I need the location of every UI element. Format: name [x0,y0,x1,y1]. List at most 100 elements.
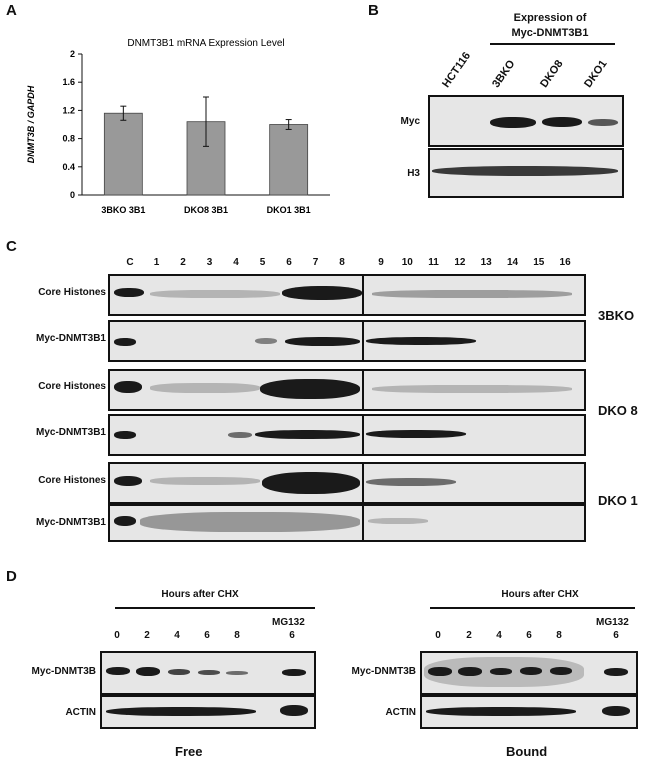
panel-d-free-header: Hours after CHX [161,589,239,600]
panel-c-lane-1: 1 [153,257,160,268]
band [114,431,136,439]
smear [150,477,260,485]
panel-c-lane-7: 7 [312,257,319,268]
panel-d-bound-time-4: 4 [496,630,502,641]
panel-d-free-row-actin: ACTIN [65,707,96,718]
x-tick-label: 3BKO 3B1 [101,205,145,215]
panel-b-lane-hct116: HCT116 [440,50,474,90]
panel-d-free-row-myc: Myc-DNMT3B [31,666,96,677]
panel-c-lane-3: 3 [206,257,213,268]
panel-c-row-core-histones-dko1: Core Histones [38,475,106,486]
panel-a-letter: A [6,2,17,19]
y-tick-label: 0.4 [62,162,75,172]
band [198,670,220,675]
panel-c-lane-10: 10 [401,257,413,268]
panel-d-free-mg132-time: 6 [289,630,295,641]
panel-c-lane-16: 16 [559,257,571,268]
y-tick-label: 1.6 [62,77,75,87]
panel-c-row-myc-dnmt3b1-3bko: Myc-DNMT3B1 [35,333,106,344]
panel-a-bar-chart: DNMT3B1 mRNA Expression Level 0 0.4 0.8 1.2 1… [26,38,330,215]
band [282,286,362,300]
band [260,379,360,399]
band [588,119,618,126]
panel-c-lane-2: 2 [180,257,186,268]
smear [372,290,572,298]
smear [150,290,280,298]
panel-c-blot-core-histones-dko1 [108,462,586,504]
panel-b-lane-dko1: DKO1 [582,58,610,90]
divider [362,276,364,314]
panel-c-lane-15: 15 [533,257,545,268]
band [255,430,360,439]
panel-c-lane-4: 4 [233,257,239,268]
panel-d-bound-time-0: 0 [435,630,441,641]
panel-c-row-core-histones-3bko: Core Histones [38,287,106,298]
smear [150,383,260,393]
band [226,671,248,675]
smear [372,385,572,393]
panel-c-lane-9: 9 [378,257,384,268]
panel-c-row-myc-dnmt3b1-dko8: Myc-DNMT3B1 [35,427,106,438]
divider [362,322,364,360]
panel-b-blot-h3 [428,148,624,198]
band [255,338,277,344]
panel-d-free-blot-myc [100,651,316,695]
panel-d-free-time-6: 6 [204,630,210,641]
panel-c-lane-8: 8 [339,257,345,268]
panel-d-bound-header-line [430,607,635,609]
band [520,667,542,675]
divider [362,506,364,540]
panel-d-bound-blot-myc [420,651,638,695]
divider [362,416,364,454]
band [550,667,572,675]
band [280,705,308,716]
panel-c-lane-14: 14 [506,257,519,268]
band [490,117,536,128]
y-axis-label: DNMT3B / GAPDH [26,85,36,163]
band [490,668,512,675]
panel-d-free-time-4: 4 [174,630,180,641]
band [114,338,136,346]
band [106,707,256,716]
panel-c-row-core-histones-dko8: Core Histones [38,381,106,392]
panel-d-free-mg132-label: MG132 [272,617,305,628]
panel-c-cell-line-dko1: DKO 1 [598,493,638,508]
panel-d-free-blot-actin [100,695,316,729]
band [366,478,456,486]
band [228,432,252,438]
band [114,381,142,393]
panel-d-bound-mg132-label: MG132 [596,617,629,628]
panel-b-header-line1: Expression of [513,12,587,24]
band [136,667,160,676]
band [458,667,482,676]
panel-c-lane-6: 6 [286,257,292,268]
panel-b-row-myc: Myc [400,116,420,127]
band [604,668,628,676]
panel-d-free-header-line [115,607,315,609]
panel-b-header-line2: Myc-DNMT3B1 [511,27,589,39]
band [114,516,136,526]
band [366,430,466,438]
panel-b-header-line [490,43,615,45]
panel-c-lane-12: 12 [454,257,466,268]
band [428,667,452,676]
panel-b-lane-3bko: 3BKO [490,58,518,90]
x-tick-label: DKO1 3B1 [267,205,311,215]
band [426,707,576,716]
panel-d-free-caption: Free [175,744,203,759]
panel-b-lane-dko8: DKO8 [538,58,566,90]
band [282,669,306,676]
y-tick-label: 0 [70,190,75,200]
band [366,337,476,345]
bar [269,124,309,196]
panel-c-blot-myc-dnmt3b1-dko8 [108,414,586,456]
y-tick-label: 2 [70,49,75,59]
y-tick-label: 1.2 [62,105,75,115]
band [114,288,144,297]
panel-c-lane-13: 13 [480,257,492,268]
band [542,117,582,127]
band [432,166,618,176]
panel-d-free-time-2: 2 [144,630,150,641]
panel-d-free-time-0: 0 [114,630,120,641]
x-tick-label: DKO8 3B1 [184,205,228,215]
